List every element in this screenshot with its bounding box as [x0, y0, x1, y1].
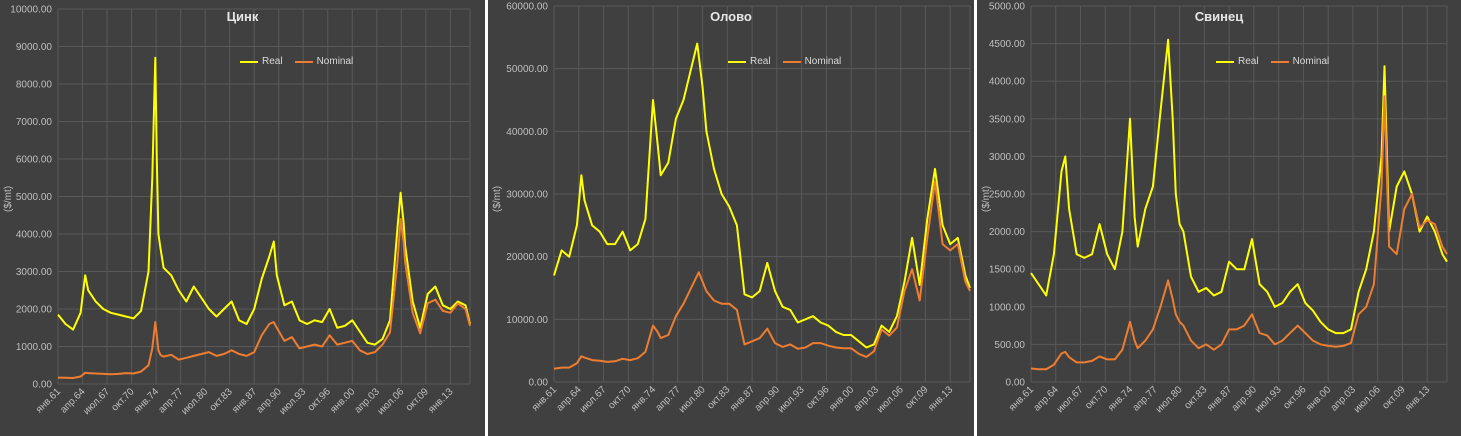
legend-nominal-label: Nominal — [1292, 56, 1330, 67]
zinc-y-tick-label: 8000.00 — [16, 80, 53, 91]
lead-y-tick-label: 2000.00 — [989, 227, 1026, 238]
lead-y-tick-label: 4500.00 — [989, 39, 1026, 50]
zinc-x-tick-label: июл.80 — [179, 386, 210, 417]
zinc-y-axis-label: ($/mt) — [3, 185, 14, 212]
tin-x-tick-label: янв.74 — [629, 384, 658, 413]
tin-x-tick-label: июл.67 — [578, 384, 609, 415]
zinc-x-tick-label: янв.74 — [132, 386, 161, 415]
zinc-chart-panel: 0.00 1000.00 2000.00 3000.00 4000.00 5000.00 6… — [0, 0, 485, 436]
legend-real-swatch — [728, 60, 746, 63]
legend-nominal-swatch — [294, 60, 313, 63]
legend-real-swatch — [1216, 60, 1234, 63]
zinc-y-tick-label: 7000.00 — [16, 117, 53, 128]
tin-chart-panel: 0.00 10000.00 20000.00 30000.00 40000.00 5000… — [488, 0, 974, 436]
zinc-y-tick-label: 0.00 — [33, 380, 53, 391]
tin-y-tick-label: 60000.00 — [506, 2, 548, 13]
lead-series-nominal-line — [1030, 95, 1448, 371]
lead-x-tick-label: июл.80 — [1154, 384, 1185, 415]
tin-series-real-line — [553, 42, 971, 349]
tin-y-tick-label: 20000.00 — [506, 252, 548, 263]
legend-nominal-label: Nominal — [804, 56, 842, 67]
tin-y-tick-label: 50000.00 — [506, 64, 548, 75]
zinc-x-tick-label: янв.00 — [328, 386, 357, 415]
lead-x-tick-label: янв.00 — [1304, 384, 1333, 413]
lead-series-real-line — [1030, 38, 1448, 335]
lead-y-tick-label: 5000.00 — [989, 2, 1026, 13]
lead-x-tick-label: янв.74 — [1106, 384, 1135, 413]
zinc-series-nominal-line — [57, 218, 471, 379]
lead-chart-svg: 0.00 500.00 1000.00 1500.00 2000.00 2500.00 30… — [989, 2, 1448, 415]
tin-y-tick-label: 0.00 — [529, 378, 549, 389]
lead-y-tick-label: 4000.00 — [989, 77, 1026, 88]
tin-x-tick-label: янв.13 — [926, 384, 955, 413]
tin-chart-svg: 0.00 10000.00 20000.00 30000.00 40000.00 5000… — [506, 2, 971, 415]
legend-real-label: Real — [750, 56, 771, 67]
tin-x-tick-label: янв.87 — [728, 384, 757, 413]
legend-real-swatch — [240, 60, 258, 63]
legend-nominal-swatch — [1270, 60, 1289, 63]
tin-y-tick-label: 10000.00 — [506, 315, 548, 326]
zinc-y-tick-label: 3000.00 — [16, 267, 53, 278]
tin-legend: Real Nominal — [728, 56, 849, 67]
zinc-x-tick-label: июл.67 — [81, 386, 112, 417]
lead-y-axis-label: ($/mt) — [981, 185, 992, 212]
zinc-y-tick-label: 6000.00 — [16, 155, 53, 166]
zinc-y-tick-label: 9000.00 — [16, 42, 53, 53]
lead-legend: Real Nominal — [1216, 56, 1337, 67]
tin-x-tick-label: июл.93 — [776, 384, 807, 415]
legend-real-label: Real — [1238, 56, 1259, 67]
lead-x-tick-label: июл.67 — [1055, 384, 1086, 415]
zinc-chart-title: Цинк — [226, 9, 259, 24]
tin-y-tick-label: 30000.00 — [506, 190, 548, 201]
zinc-y-tick-label: 5000.00 — [16, 192, 53, 203]
zinc-x-tick-label: янв.87 — [230, 386, 259, 415]
lead-y-tick-label: 1000.00 — [989, 302, 1026, 313]
zinc-series-real-line — [57, 56, 471, 346]
lead-y-tick-label: 1500.00 — [989, 265, 1026, 276]
tin-x-tick-label: янв.00 — [827, 384, 856, 413]
tin-series-nominal-line — [553, 180, 971, 370]
zinc-x-tick-label: июл.93 — [278, 386, 309, 417]
lead-y-tick-label: 3000.00 — [989, 152, 1026, 163]
zinc-chart-svg: 0.00 1000.00 2000.00 3000.00 4000.00 5000.00 6… — [10, 5, 471, 417]
lead-y-tick-label: 3500.00 — [989, 114, 1026, 125]
lead-x-tick-label: янв.87 — [1205, 384, 1234, 413]
lead-chart-panel: 0.00 500.00 1000.00 1500.00 2000.00 2500.00 30… — [977, 0, 1461, 436]
lead-y-tick-label: 0.00 — [1006, 378, 1026, 389]
zinc-x-tick-label: янв.13 — [426, 386, 455, 415]
tin-x-tick-label: июл.06 — [875, 384, 906, 415]
lead-x-tick-label: янв.13 — [1403, 384, 1432, 413]
lead-chart-title: Свинец — [1194, 9, 1244, 24]
tin-y-axis-label: ($/mt) — [492, 185, 503, 212]
zinc-y-tick-label: 4000.00 — [16, 230, 53, 241]
legend-nominal-swatch — [782, 60, 801, 63]
legend-real-label: Real — [262, 56, 283, 67]
tin-chart-title: Олово — [710, 9, 752, 24]
lead-y-tick-label: 500.00 — [994, 340, 1025, 351]
lead-x-tick-label: июл.06 — [1352, 384, 1383, 415]
legend-nominal-label: Nominal — [316, 56, 354, 67]
zinc-y-tick-label: 10000.00 — [10, 5, 52, 16]
lead-x-tick-label: июл.93 — [1253, 384, 1284, 415]
tin-x-tick-label: июл.80 — [677, 384, 708, 415]
tin-y-tick-label: 40000.00 — [506, 127, 548, 138]
zinc-y-tick-label: 1000.00 — [16, 342, 53, 353]
zinc-x-tick-label: июл.06 — [376, 386, 407, 417]
zinc-y-tick-label: 2000.00 — [16, 305, 53, 316]
zinc-legend: Real Nominal — [240, 56, 361, 67]
lead-y-tick-label: 2500.00 — [989, 190, 1026, 201]
